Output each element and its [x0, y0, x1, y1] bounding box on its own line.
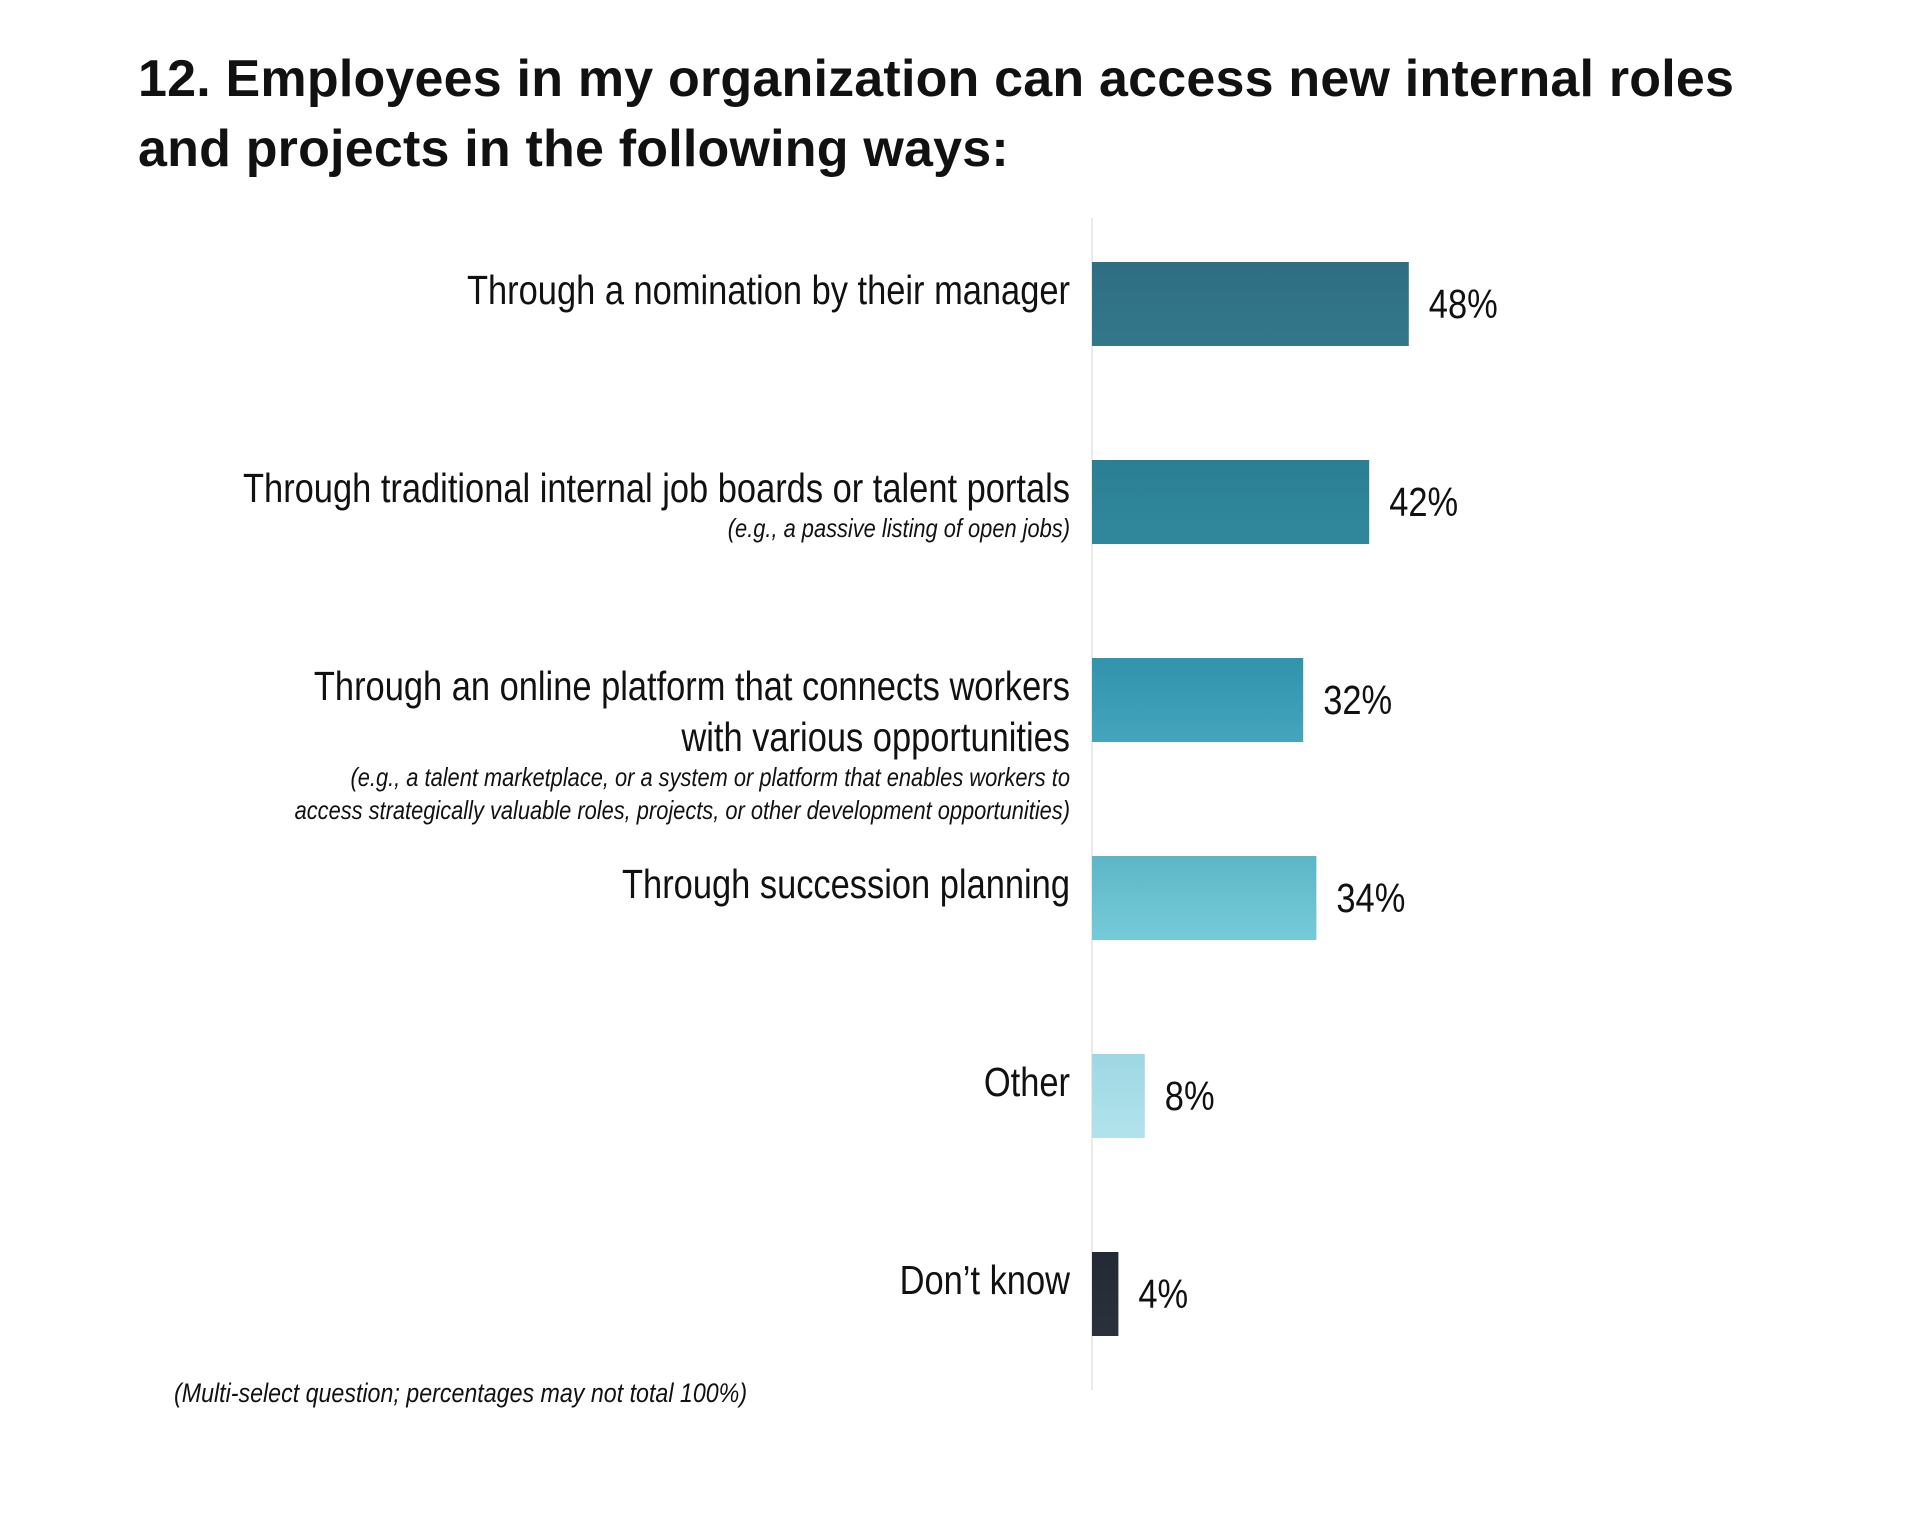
bar-2: [1092, 460, 1370, 544]
bar-4: [1092, 856, 1317, 940]
value-label-6: 4%: [1138, 1272, 1188, 1317]
value-label-group-5: 8%: [1165, 1074, 1215, 1119]
value-label-3: 32%: [1323, 678, 1392, 723]
category-label-group-3: Through an online platform that connects…: [295, 664, 1070, 825]
category-note-3-line-1: (e.g., a talent marketplace, or a system…: [350, 763, 1070, 792]
category-label-5-line-1: Other: [984, 1060, 1070, 1105]
value-label-4: 34%: [1336, 876, 1405, 921]
value-label-group-1: 48%: [1429, 282, 1498, 327]
chart-footnote: (Multi-select question; percentages may …: [174, 1378, 748, 1408]
value-label-5: 8%: [1165, 1074, 1215, 1119]
category-label-3-line-1: Through an online platform that connects…: [314, 664, 1070, 709]
chart-title: 12. Employees in my organization can acc…: [138, 50, 1735, 178]
bar-1: [1092, 262, 1409, 346]
value-label-2: 42%: [1389, 480, 1458, 525]
bar-6: [1092, 1252, 1119, 1336]
category-label-2-line-1: Through traditional internal job boards …: [243, 466, 1070, 511]
category-labels-layer: Through a nomination by their manager Thr…: [243, 268, 1071, 1303]
category-label-1-line-1: Through a nomination by their manager: [467, 268, 1070, 313]
category-label-group-5: Other: [984, 1060, 1070, 1105]
bar-3: [1092, 658, 1304, 742]
value-label-group-3: 32%: [1323, 678, 1392, 723]
category-note-3-line-2: access strategically valuable roles, pro…: [295, 796, 1070, 825]
value-label-group-2: 42%: [1389, 480, 1458, 525]
category-label-6-line-1: Don’t know: [900, 1258, 1071, 1303]
value-label-1: 48%: [1429, 282, 1498, 327]
value-labels-layer: 48% 42% 32% 34% 8% 4%: [1138, 282, 1497, 1317]
category-note-2-line-1: (e.g., a passive listing of open jobs): [728, 514, 1070, 543]
bar-5: [1092, 1054, 1145, 1138]
bars-layer: [1092, 262, 1409, 1336]
category-label-4-line-1: Through succession planning: [622, 862, 1070, 907]
category-label-group-4: Through succession planning: [622, 862, 1070, 907]
category-label-group-2: Through traditional internal job boards …: [243, 466, 1070, 543]
value-label-group-4: 34%: [1336, 876, 1405, 921]
category-label-group-6: Don’t know: [900, 1258, 1071, 1303]
category-label-3-line-2: with various opportunities: [681, 715, 1070, 760]
category-label-group-1: Through a nomination by their manager: [467, 268, 1070, 313]
value-label-group-6: 4%: [1138, 1272, 1188, 1317]
